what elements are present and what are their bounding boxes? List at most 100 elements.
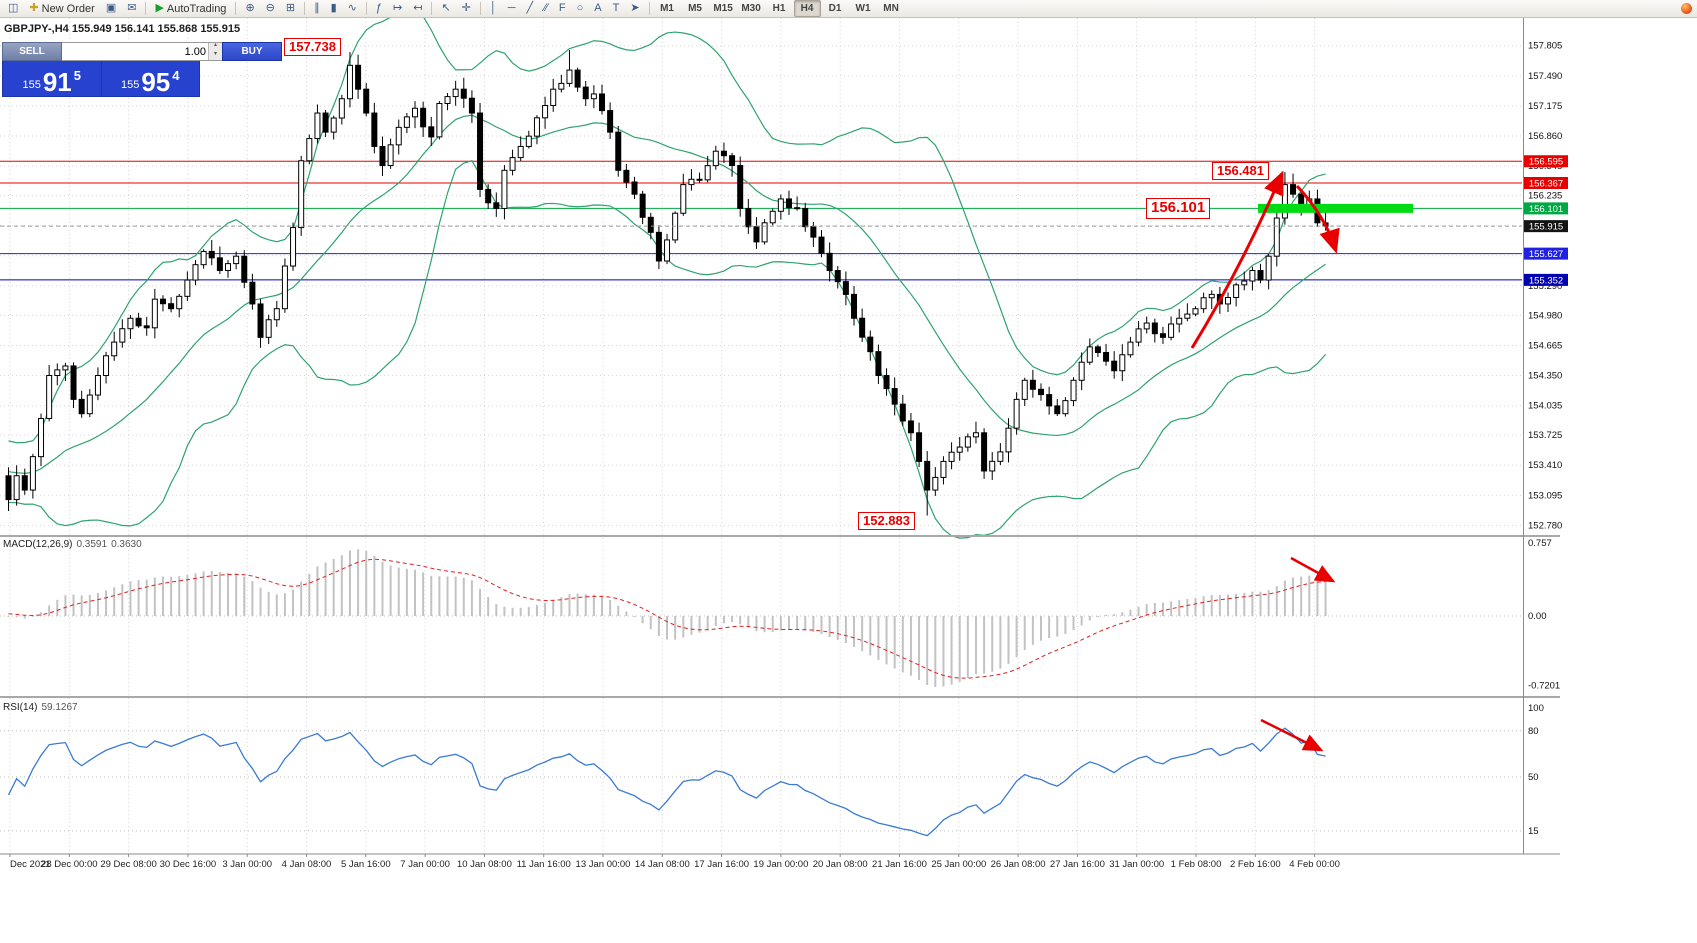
- svg-text:2 Feb 16:00: 2 Feb 16:00: [1230, 859, 1281, 870]
- horizontal-line-icon-glyph-icon: ─: [507, 2, 516, 14]
- symbol-ohlc-header: GBPJPY-,H4 155.949 156.141 155.868 155.9…: [4, 23, 241, 35]
- timeframe-M30-button[interactable]: M30: [741, 3, 761, 14]
- text-label-icon[interactable]: T: [608, 0, 625, 18]
- buy-button[interactable]: BUY: [222, 42, 282, 61]
- red-arrow-icon: [1295, 184, 1340, 254]
- new-order-button[interactable]: ✚ New Order: [24, 0, 99, 18]
- svg-text:4 Jan 08:00: 4 Jan 08:00: [282, 859, 332, 870]
- text-icon[interactable]: A: [589, 0, 606, 18]
- timeframe-M15-button[interactable]: M15: [713, 3, 733, 14]
- svg-text:29 Dec 08:00: 29 Dec 08:00: [100, 859, 157, 870]
- red-arrow-icon: [1260, 718, 1324, 752]
- arrows-tool-icon[interactable]: ➤: [625, 0, 644, 18]
- autotrading-button-label: AutoTrading: [166, 2, 227, 15]
- toolbar-separator: [235, 2, 237, 15]
- equidistant-channel-icon[interactable]: ∕∕: [539, 0, 553, 18]
- fibonacci-icon[interactable]: F: [554, 0, 571, 18]
- timeframe-M1-button[interactable]: M1: [660, 3, 674, 14]
- svg-text:17 Jan 16:00: 17 Jan 16:00: [694, 859, 749, 870]
- svg-text:28 Dec 00:00: 28 Dec 00:00: [41, 859, 98, 870]
- buy-price-pips: 95: [141, 67, 171, 97]
- crosshair-icon-glyph-icon: ✛: [461, 2, 471, 14]
- svg-text:155.352: 155.352: [1529, 275, 1563, 286]
- zoom-out-icon-glyph-icon: ⊖: [265, 2, 275, 14]
- vertical-line-icon[interactable]: │: [485, 0, 502, 18]
- toolbar-separator: [431, 2, 433, 15]
- svg-text:157.805: 157.805: [1528, 41, 1562, 52]
- tile-windows-icon[interactable]: ⊞: [281, 0, 300, 18]
- bar-chart-icon[interactable]: ∥: [309, 0, 325, 18]
- svg-text:0.00: 0.00: [1528, 611, 1547, 622]
- volume-input[interactable]: [62, 43, 208, 60]
- svg-text:157.175: 157.175: [1528, 101, 1562, 112]
- chart-shift-icon[interactable]: ↤: [408, 0, 427, 18]
- svg-text:155.915: 155.915: [1529, 222, 1563, 233]
- buy-price[interactable]: 155 95 4: [102, 61, 200, 96]
- auto-scroll-icon[interactable]: ↦: [388, 0, 407, 18]
- line-chart-icon[interactable]: ∿: [343, 0, 362, 18]
- panel-separator[interactable]: [0, 696, 1560, 698]
- svg-text:21 Jan 16:00: 21 Jan 16:00: [872, 859, 927, 870]
- svg-text:152.780: 152.780: [1528, 520, 1562, 531]
- timeframe-D1-button[interactable]: D1: [828, 3, 842, 14]
- line-chart-icon-glyph-icon: ∿: [347, 2, 357, 14]
- cursor-icon-glyph-icon: ↖: [441, 2, 451, 14]
- shapes-icon[interactable]: ○: [572, 0, 589, 18]
- svg-text:153.095: 153.095: [1528, 490, 1562, 501]
- macd-indicator-label: MACD(12,26,9) 0.3591 0.3630: [3, 539, 142, 550]
- price-tag: 156.367: [1524, 176, 1568, 189]
- timeframe-MN-button[interactable]: MN: [883, 3, 899, 14]
- svg-text:155.627: 155.627: [1529, 249, 1563, 260]
- volume-up-icon[interactable]: ▴: [209, 42, 222, 52]
- autotrading-button[interactable]: ▶ AutoTrading: [150, 0, 231, 18]
- supply-zone-bar[interactable]: [1258, 203, 1413, 213]
- svg-text:154.350: 154.350: [1528, 371, 1562, 382]
- svg-text:20 Jan 08:00: 20 Jan 08:00: [813, 859, 868, 870]
- price-tag: 155.352: [1524, 273, 1568, 286]
- svg-text:Dec 2021: Dec 2021: [10, 859, 51, 870]
- bollinger-middle-band: [8, 114, 1326, 474]
- tile-windows-icon-glyph-icon: ⊞: [285, 2, 296, 14]
- sell-price[interactable]: 155 91 5: [3, 61, 101, 96]
- volume-down-icon[interactable]: ▾: [209, 51, 222, 60]
- panel-separator[interactable]: [0, 535, 1560, 537]
- autotrading-glyph-icon: ▶: [155, 2, 164, 14]
- sell-button[interactable]: SELL: [2, 42, 62, 61]
- add-indicator-icon[interactable]: ƒ: [371, 0, 387, 18]
- equidistant-channel-icon-glyph-icon: ∕∕: [544, 2, 548, 14]
- vertical-line-icon-glyph-icon: │: [489, 2, 497, 14]
- zoom-in-icon[interactable]: ⊕: [240, 0, 259, 18]
- svg-text:153.410: 153.410: [1528, 460, 1562, 471]
- timeframe-M5-button[interactable]: M5: [688, 3, 702, 14]
- chart-window-icon[interactable]: ◫: [3, 0, 23, 18]
- rsi-indicator-label: RSI(14) 59.1267: [3, 702, 78, 713]
- toolbar-separator: [304, 2, 306, 15]
- trendline-icon[interactable]: ╱: [522, 0, 539, 18]
- price-scale[interactable]: 157.805157.490157.175156.860156.545156.2…: [1523, 18, 1563, 854]
- text-label-icon-glyph-icon: T: [612, 2, 620, 14]
- svg-text:0.757: 0.757: [1528, 538, 1552, 549]
- timeframe-W1-button[interactable]: W1: [855, 3, 871, 14]
- horizontal-line-icon[interactable]: ─: [503, 0, 521, 18]
- svg-text:156.860: 156.860: [1528, 131, 1562, 142]
- timeframe-H1-button[interactable]: H1: [772, 3, 786, 14]
- svg-text:7 Jan 00:00: 7 Jan 00:00: [400, 859, 450, 870]
- crosshair-icon[interactable]: ✛: [457, 0, 476, 18]
- cursor-icon[interactable]: ↖: [436, 0, 455, 18]
- zoom-out-icon[interactable]: ⊖: [261, 0, 280, 18]
- price-tag: 155.915: [1524, 220, 1568, 233]
- svg-text:11 Jan 16:00: 11 Jan 16:00: [517, 859, 571, 870]
- timeframe-H4-button[interactable]: H4: [793, 0, 821, 17]
- alerts-icon-glyph-icon: ✉: [127, 2, 137, 14]
- price-tag: 156.595: [1524, 155, 1568, 168]
- expert-advisors-icon[interactable]: ▣: [101, 0, 121, 18]
- zoom-in-icon-glyph-icon: ⊕: [245, 2, 255, 14]
- candlestick-chart-icon[interactable]: ▮: [326, 0, 342, 18]
- bollinger-upper-band: [8, 18, 1326, 444]
- macd-panel: [0, 549, 1522, 688]
- svg-text:154.980: 154.980: [1528, 310, 1562, 321]
- alerts-icon[interactable]: ✉: [122, 0, 141, 18]
- svg-text:50: 50: [1528, 772, 1539, 783]
